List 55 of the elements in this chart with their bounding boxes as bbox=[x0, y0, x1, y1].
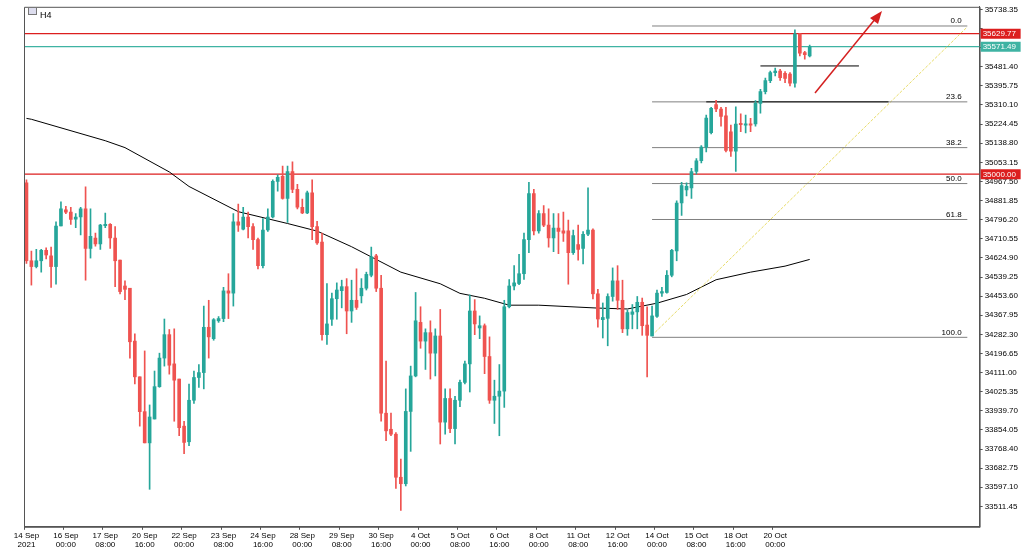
x-tick-label: 23 Sep 08:00 bbox=[210, 530, 237, 550]
y-tick-label: 33939.70 bbox=[984, 406, 1019, 416]
x-tick-label: 20 Sep 16:00 bbox=[132, 530, 158, 550]
y-tick-label: 33854.05 bbox=[984, 425, 1019, 435]
y-tick-label: 35053.15 bbox=[984, 157, 1019, 167]
y-tick-label: 35738.35 bbox=[984, 4, 1019, 14]
chart-title: H4 bbox=[40, 10, 52, 21]
y-tick-label: 34710.55 bbox=[984, 233, 1019, 243]
x-tick-label: 14 Oct 00:00 bbox=[645, 530, 670, 550]
y-tick-label: 35224.45 bbox=[984, 119, 1019, 129]
ref-line-label: 35629.77 bbox=[982, 29, 1017, 39]
x-tick-label: 24 Sep 16:00 bbox=[250, 530, 277, 550]
y-tick-label: 34967.50 bbox=[984, 176, 1019, 186]
ref-line-label: 35571.49 bbox=[982, 42, 1017, 52]
annotation: 61.8 bbox=[946, 209, 963, 219]
x-tick-label: 22 Sep 00:00 bbox=[171, 530, 198, 550]
x-tick-label: 20 Oct 00:00 bbox=[763, 530, 788, 550]
y-tick-label: 35138.80 bbox=[984, 138, 1019, 148]
y-tick-label: 34881.85 bbox=[984, 195, 1019, 205]
annotation: 38.2 bbox=[946, 137, 963, 147]
y-tick-label: 35481.40 bbox=[984, 61, 1019, 71]
y-tick-label: 34282.30 bbox=[984, 329, 1019, 339]
y-tick-label: 35310.10 bbox=[984, 100, 1019, 110]
x-tick-label: 8 Oct 00:00 bbox=[528, 530, 550, 550]
x-tick-label: 14 Sep 2021 bbox=[13, 530, 40, 550]
y-tick-label: 35395.75 bbox=[984, 81, 1019, 91]
x-tick-label: 29 Sep 08:00 bbox=[329, 530, 355, 550]
x-tick-label: 30 Sep 16:00 bbox=[368, 530, 395, 550]
x-tick-label: 28 Sep 00:00 bbox=[289, 530, 316, 550]
y-tick-label: 34453.60 bbox=[984, 291, 1019, 301]
annotation: 23.6 bbox=[946, 92, 963, 102]
x-tick-label: 16 Sep 00:00 bbox=[53, 530, 80, 550]
y-tick-label: 34111.00 bbox=[984, 367, 1018, 377]
y-tick-label: 33597.10 bbox=[984, 482, 1019, 492]
x-tick-label: 15 Oct 08:00 bbox=[684, 530, 709, 550]
annotation: 100.0 bbox=[941, 327, 963, 337]
ref-line-label: 35000.00 bbox=[982, 169, 1017, 179]
x-tick-label: 5 Oct 08:00 bbox=[449, 530, 471, 550]
x-tick-label: 12 Oct 16:00 bbox=[605, 530, 631, 550]
x-tick-label: 18 Oct 16:00 bbox=[724, 530, 749, 550]
annotation: 0.0 bbox=[950, 16, 963, 26]
x-tick-label: 6 Oct 16:00 bbox=[489, 530, 510, 550]
x-tick-label: 17 Sep 08:00 bbox=[92, 530, 119, 550]
y-tick-label: 33682.75 bbox=[984, 463, 1019, 473]
y-tick-label: 33768.40 bbox=[984, 444, 1019, 454]
y-tick-label: 34796.20 bbox=[984, 214, 1019, 224]
y-tick-label: 34367.95 bbox=[984, 310, 1019, 320]
y-tick-label: 33511.45 bbox=[984, 501, 1018, 511]
x-tick-label: 11 Oct 08:00 bbox=[566, 530, 591, 550]
y-tick-label: 34196.65 bbox=[984, 348, 1019, 358]
y-tick-label: 34624.90 bbox=[984, 253, 1019, 263]
annotation: 50.0 bbox=[946, 173, 963, 183]
x-tick-label: 4 Oct 00:00 bbox=[410, 530, 432, 550]
y-tick-label: 34025.35 bbox=[984, 386, 1019, 396]
y-tick-label: 34539.25 bbox=[984, 272, 1019, 282]
